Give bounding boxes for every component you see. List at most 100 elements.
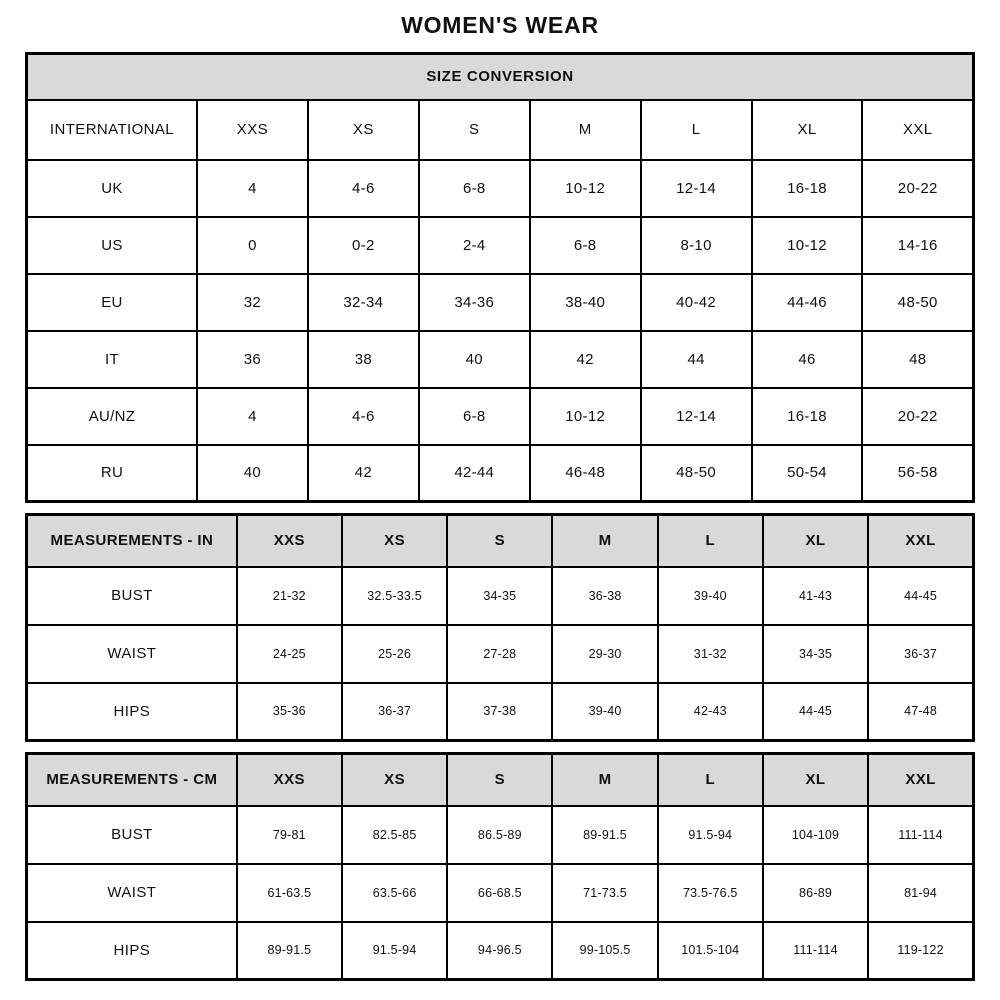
table-row: WAIST 24-25 25-26 27-28 29-30 31-32 34-35 36-37 bbox=[25, 623, 975, 684]
table-row: BUST 21-32 32.5-33.5 34-35 36-38 39-40 41-43 44… bbox=[25, 565, 975, 626]
value-cell: 38 bbox=[306, 329, 420, 389]
value-cell: 81-94 bbox=[867, 862, 975, 923]
value-cell: 16-18 bbox=[750, 158, 864, 218]
value-cell: 24-25 bbox=[235, 623, 343, 684]
value-cell: 34-36 bbox=[417, 272, 531, 332]
value-cell: 39-40 bbox=[656, 565, 764, 626]
table-row: BUST 79-81 82.5-85 86.5-89 89-91.5 91.5-94 104… bbox=[25, 804, 975, 865]
value-cell: 0-2 bbox=[306, 215, 420, 275]
column-header: INTERNATIONAL bbox=[25, 98, 198, 161]
value-cell: 48-50 bbox=[639, 443, 753, 503]
row-label: RU bbox=[25, 443, 198, 503]
value-cell: 38-40 bbox=[528, 272, 642, 332]
measurements-in-table: MEASUREMENTS - IN XXS XS S M L XL XXL BUST 21-32… bbox=[25, 513, 975, 742]
measurements-cm-table: MEASUREMENTS - CM XXS XS S M L XL XXL BUST 79-81… bbox=[25, 752, 975, 981]
value-cell: 31-32 bbox=[656, 623, 764, 684]
value-cell: 40 bbox=[417, 329, 531, 389]
value-cell: 48-50 bbox=[861, 272, 975, 332]
value-cell: 40-42 bbox=[639, 272, 753, 332]
size-conversion-header: SIZE CONVERSION bbox=[25, 52, 975, 101]
value-cell: 119-122 bbox=[867, 920, 975, 981]
value-cell: 10-12 bbox=[528, 386, 642, 446]
value-cell: 6-8 bbox=[417, 386, 531, 446]
column-header: L bbox=[639, 98, 753, 161]
value-cell: 4-6 bbox=[306, 158, 420, 218]
value-cell: 63.5-66 bbox=[340, 862, 449, 923]
row-label: WAIST bbox=[25, 862, 238, 923]
value-cell: 73.5-76.5 bbox=[656, 862, 764, 923]
value-cell: 42 bbox=[528, 329, 642, 389]
value-cell: 111-114 bbox=[867, 804, 975, 865]
value-cell: 8-10 bbox=[639, 215, 753, 275]
column-header: XXL bbox=[861, 98, 975, 161]
table-row: HIPS 89-91.5 91.5-94 94-96.5 99-105.5 101.5-1… bbox=[25, 920, 975, 981]
page-title: WOMEN'S WEAR bbox=[401, 12, 599, 38]
size-column-header: XXS bbox=[235, 513, 343, 568]
value-cell: 91.5-94 bbox=[340, 920, 449, 981]
table-row: UK 4 4-6 6-8 10-12 12-14 16-18 20-22 bbox=[25, 158, 975, 218]
measurements-cm-body: BUST 79-81 82.5-85 86.5-89 89-91.5 91.5-94 104… bbox=[25, 804, 975, 981]
size-column-header: XXL bbox=[867, 752, 975, 807]
value-cell: 12-14 bbox=[639, 386, 753, 446]
value-cell: 47-48 bbox=[867, 681, 975, 742]
value-cell: 36-37 bbox=[340, 681, 449, 742]
row-label: EU bbox=[25, 272, 198, 332]
measurements-in-body: BUST 21-32 32.5-33.5 34-35 36-38 39-40 41-43 44… bbox=[25, 565, 975, 742]
value-cell: 10-12 bbox=[528, 158, 642, 218]
value-cell: 86-89 bbox=[761, 862, 870, 923]
column-header: XL bbox=[750, 98, 864, 161]
row-label: UK bbox=[25, 158, 198, 218]
value-cell: 2-4 bbox=[417, 215, 531, 275]
value-cell: 44-45 bbox=[867, 565, 975, 626]
value-cell: 0 bbox=[195, 215, 309, 275]
value-cell: 89-91.5 bbox=[235, 920, 343, 981]
column-header: S bbox=[417, 98, 531, 161]
row-label: HIPS bbox=[25, 681, 238, 742]
value-cell: 34-35 bbox=[446, 565, 554, 626]
row-label: BUST bbox=[25, 565, 238, 626]
value-cell: 4 bbox=[195, 158, 309, 218]
value-cell: 89-91.5 bbox=[551, 804, 659, 865]
column-header: M bbox=[528, 98, 642, 161]
value-cell: 104-109 bbox=[761, 804, 870, 865]
row-label: IT bbox=[25, 329, 198, 389]
size-column-header: XL bbox=[761, 752, 870, 807]
size-column-header: XS bbox=[340, 513, 449, 568]
value-cell: 44 bbox=[639, 329, 753, 389]
table-row: AU/NZ 4 4-6 6-8 10-12 12-14 16-18 20-22 bbox=[25, 386, 975, 446]
value-cell: 50-54 bbox=[750, 443, 864, 503]
size-column-header: L bbox=[656, 752, 764, 807]
value-cell: 94-96.5 bbox=[446, 920, 554, 981]
table-row: RU 40 42 42-44 46-48 48-50 50-54 56-58 bbox=[25, 443, 975, 503]
size-column-header: S bbox=[446, 513, 554, 568]
value-cell: 39-40 bbox=[551, 681, 659, 742]
value-cell: 99-105.5 bbox=[551, 920, 659, 981]
row-label: US bbox=[25, 215, 198, 275]
row-label: WAIST bbox=[25, 623, 238, 684]
value-cell: 111-114 bbox=[761, 920, 870, 981]
column-header-row: INTERNATIONAL XXS XS S M L XL XXL bbox=[25, 98, 975, 161]
value-cell: 79-81 bbox=[235, 804, 343, 865]
value-cell: 32 bbox=[195, 272, 309, 332]
value-cell: 86.5-89 bbox=[446, 804, 554, 865]
value-cell: 71-73.5 bbox=[551, 862, 659, 923]
measurements-cm-header-row: MEASUREMENTS - CM XXS XS S M L XL XXL bbox=[25, 752, 975, 807]
size-column-header: L bbox=[656, 513, 764, 568]
value-cell: 48 bbox=[861, 329, 975, 389]
value-cell: 40 bbox=[195, 443, 309, 503]
value-cell: 46-48 bbox=[528, 443, 642, 503]
value-cell: 44-46 bbox=[750, 272, 864, 332]
table-header-label: MEASUREMENTS - CM bbox=[25, 752, 238, 807]
value-cell: 36 bbox=[195, 329, 309, 389]
table-row: EU 32 32-34 34-36 38-40 40-42 44-46 48-50 bbox=[25, 272, 975, 332]
table-header-label: MEASUREMENTS - IN bbox=[25, 513, 238, 568]
value-cell: 35-36 bbox=[235, 681, 343, 742]
value-cell: 6-8 bbox=[528, 215, 642, 275]
value-cell: 12-14 bbox=[639, 158, 753, 218]
value-cell: 42-44 bbox=[417, 443, 531, 503]
size-column-header: XS bbox=[340, 752, 449, 807]
row-label: AU/NZ bbox=[25, 386, 198, 446]
value-cell: 36-38 bbox=[551, 565, 659, 626]
value-cell: 37-38 bbox=[446, 681, 554, 742]
value-cell: 25-26 bbox=[340, 623, 449, 684]
